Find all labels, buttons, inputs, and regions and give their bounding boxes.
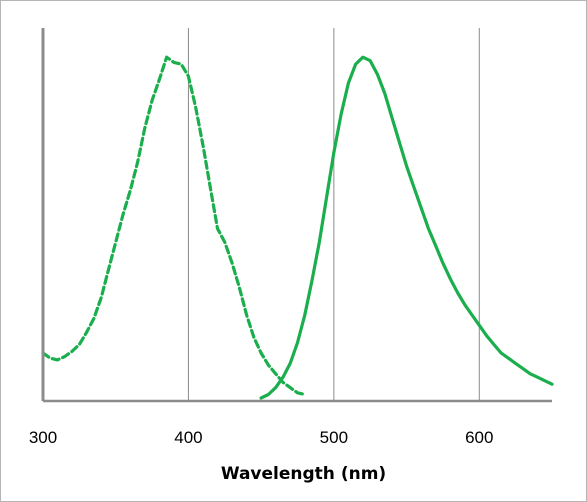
vertical-gridlines xyxy=(187,28,480,401)
x-tick-labels: 300 400 500 600 xyxy=(29,428,494,447)
emission-curve xyxy=(259,55,554,400)
x-tick-label-500: 500 xyxy=(320,428,348,447)
x-tick-label-600: 600 xyxy=(465,428,493,447)
excitation-curve xyxy=(41,55,307,397)
x-tick-label-300: 300 xyxy=(29,428,57,447)
x-tick-label-400: 400 xyxy=(174,428,202,447)
series-group xyxy=(41,55,554,400)
x-axis-title: Wavelength (nm) xyxy=(221,464,386,484)
